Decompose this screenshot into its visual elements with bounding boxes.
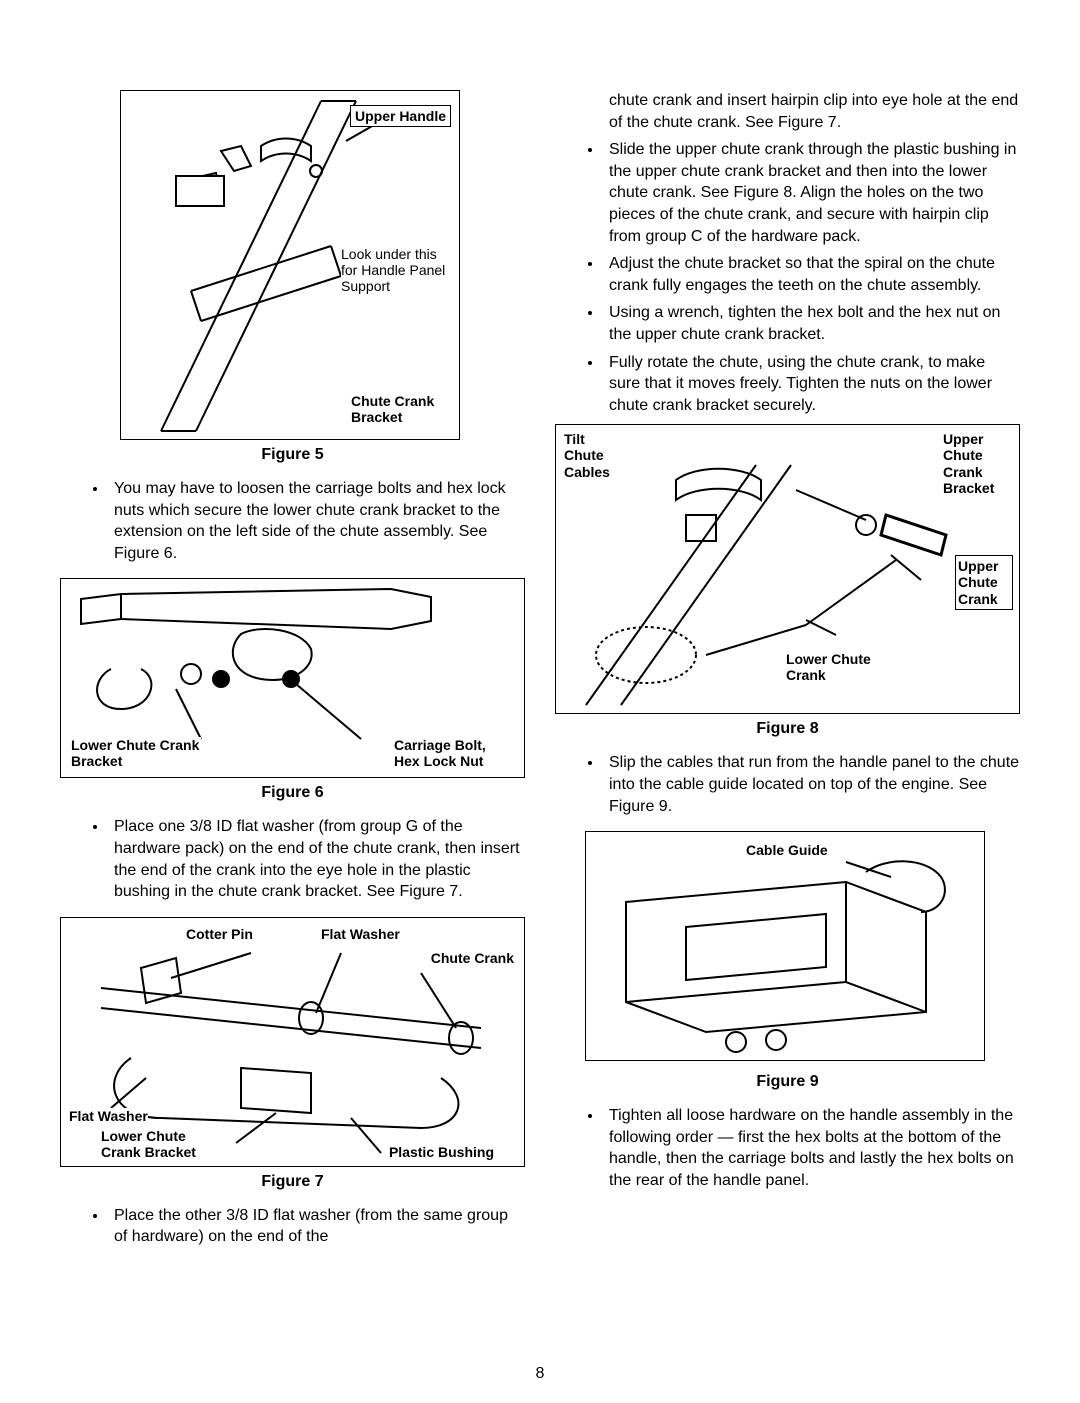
fig7-flat-washer-top-label: Flat Washer: [321, 926, 400, 942]
fig6-carriage-label: Carriage Bolt, Hex Lock Nut: [394, 737, 514, 769]
text-bullet: Adjust the chute bracket so that the spi…: [603, 253, 1020, 296]
page-number: 8: [0, 1365, 1080, 1383]
left-column: Upper Handle Look under this for Handle …: [60, 90, 525, 1262]
fig7-plastic-bushing-label: Plastic Bushing: [389, 1144, 494, 1160]
right-bullets-top: Slide the upper chute crank through the …: [555, 139, 1020, 416]
fig5-chute-crank-bracket-label: Chute Crank Bracket: [351, 393, 451, 425]
figure-9-caption: Figure 9: [555, 1073, 1020, 1091]
figure-8-caption: Figure 8: [555, 720, 1020, 738]
figure-6-box: Lower Chute Crank Bracket Carriage Bolt,…: [60, 578, 525, 778]
figure-5-box: Upper Handle Look under this for Handle …: [120, 90, 460, 440]
fig8-lower-crank-label: Lower Chute Crank: [786, 651, 896, 683]
text-bullet: Tighten all loose hardware on the handle…: [603, 1105, 1020, 1191]
fig7-chute-crank-label: Chute Crank: [431, 950, 514, 966]
text-bullet: Place one 3/8 ID flat washer (from group…: [108, 816, 525, 902]
fig7-lower-chute-label: Lower Chute Crank Bracket: [101, 1128, 221, 1160]
text-bullet: Slip the cables that run from the handle…: [603, 752, 1020, 817]
fig6-lower-chute-label: Lower Chute Crank Bracket: [71, 737, 201, 769]
two-column-layout: Upper Handle Look under this for Handle …: [60, 90, 1020, 1262]
fig7-flat-washer-left-label: Flat Washer: [69, 1108, 148, 1124]
fig7-cotter-pin-label: Cotter Pin: [186, 926, 253, 942]
figure-9-box: Cable Guide: [585, 831, 985, 1061]
right-bullet-mid: Slip the cables that run from the handle…: [555, 752, 1020, 817]
fig8-upper-bracket-label: Upper Chute Crank Bracket: [943, 431, 1013, 495]
right-bullet-last: Tighten all loose hardware on the handle…: [555, 1105, 1020, 1191]
left-bullet-3: Place the other 3/8 ID flat washer (from…: [60, 1205, 525, 1248]
text-bullet: Slide the upper chute crank through the …: [603, 139, 1020, 247]
fig9-cable-guide-label: Cable Guide: [746, 842, 828, 858]
fig8-tilt-label: Tilt Chute Cables: [564, 431, 624, 479]
left-bullet-2: Place one 3/8 ID flat washer (from group…: [60, 816, 525, 902]
fig8-upper-crank-label: Upper Chute Crank: [955, 555, 1013, 609]
fig5-look-label: Look under this for Handle Panel Support: [341, 246, 451, 294]
figure-7-box: Cotter Pin Flat Washer Chute Crank Flat …: [60, 917, 525, 1167]
text-bullet: Place the other 3/8 ID flat washer (from…: [108, 1205, 525, 1248]
figure-8-box: Tilt Chute Cables Upper Chute Crank Brac…: [555, 424, 1020, 714]
right-column: chute crank and insert hairpin clip into…: [555, 90, 1020, 1262]
figure-9-drawing: [586, 832, 984, 1060]
text-bullet: Fully rotate the chute, using the chute …: [603, 352, 1020, 417]
right-top-continuation: chute crank and insert hairpin clip into…: [555, 90, 1020, 133]
figure-6-caption: Figure 6: [60, 784, 525, 802]
figure-7-caption: Figure 7: [60, 1173, 525, 1191]
text-bullet: You may have to loosen the carriage bolt…: [108, 478, 525, 564]
fig5-upper-handle-label: Upper Handle: [350, 105, 451, 127]
left-bullet-1: You may have to loosen the carriage bolt…: [60, 478, 525, 564]
text-bullet: Using a wrench, tighten the hex bolt and…: [603, 302, 1020, 345]
figure-5-caption: Figure 5: [60, 446, 525, 464]
